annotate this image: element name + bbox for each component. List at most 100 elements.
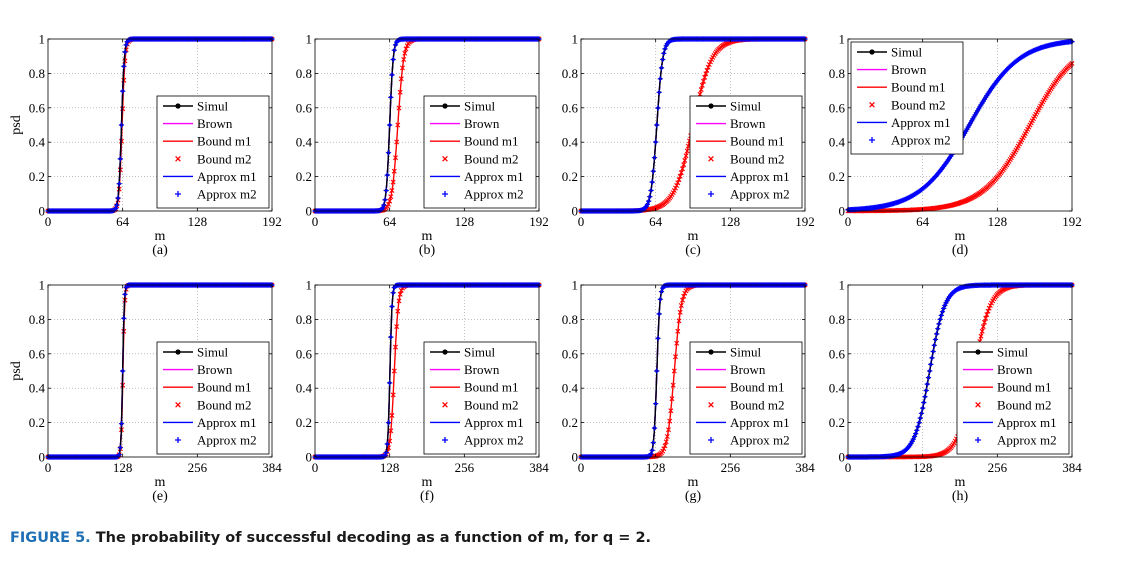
y-tick-label: 0 [39,450,46,465]
legend-label: Simul [730,99,761,114]
y-tick-label: 0.6 [829,100,846,115]
axes-frame [580,38,806,212]
data-point [698,87,704,93]
legend-label: Brown [464,362,500,377]
data-point [389,188,395,193]
x-tick-label: 0 [578,214,585,229]
legend-label: Bound m1 [730,134,785,149]
x-tick-label: 384 [529,460,549,475]
y-tick-label: 0.6 [29,346,46,361]
data-point [390,179,396,185]
data-point [381,202,387,208]
data-point [674,183,680,188]
data-point [384,172,390,178]
y-tick-label: 0.2 [829,169,845,184]
x-tick-label: 384 [795,460,815,475]
y-tick-label: 0.8 [829,66,845,81]
legend-marker [708,191,714,197]
x-tick-label: 192 [262,214,282,229]
legend-label: Approx m1 [464,415,524,430]
y-tick-label: 0.4 [29,381,46,396]
legend-label: Simul [464,99,495,114]
legend-label: Bound m1 [891,80,946,95]
y-tick-label: 0.6 [296,100,313,115]
data-point [655,105,661,111]
y-tick-label: 0.8 [29,66,45,81]
data-point [647,194,653,200]
data-point [120,88,126,94]
legend-marker [442,155,448,162]
data-point [651,155,658,161]
x-axis-label: m [422,229,433,244]
data-point [397,89,403,95]
data-point [650,168,656,174]
legend-marker [708,155,714,162]
y-tick-label: 0.2 [296,415,312,430]
x-tick-label: 256 [455,460,475,475]
panel-label: (e) [152,489,168,504]
y-tick-label: 0 [306,450,313,465]
x-tick-label: 256 [188,460,208,475]
y-tick-label: 0.2 [562,415,578,430]
y-tick-label: 0.2 [296,169,312,184]
legend-label: Approx m2 [464,433,524,448]
x-axis-label: m [688,229,699,244]
legend-label: Brown [464,116,500,131]
x-tick-label: 128 [721,214,741,229]
figure-panels: 0 64 128 19200.20.40.60.81m(a)psdSimulBrown… [9,32,1082,505]
legend-label: Approx m1 [464,169,524,184]
data-point [118,122,125,128]
y-tick-label: 0.4 [562,381,579,396]
legend-label: Brown [730,362,766,377]
legend-label: Approx m2 [891,133,951,148]
data-point [706,62,712,67]
x-tick-label: 128 [646,460,666,475]
y-tick-label: 0.4 [296,135,313,150]
x-tick-label: 64 [383,214,397,229]
data-point [401,57,407,62]
data-point [115,195,121,201]
x-tick-label: 128 [188,214,208,229]
y-tick-label: 0.6 [296,346,313,361]
y-tick-label: 0.2 [29,169,45,184]
legend-label: Bound m1 [464,380,519,395]
data-point [653,139,659,145]
y-tick-label: 0.8 [562,312,578,327]
data-point [114,202,120,208]
data-point [657,76,663,82]
legend-label: Approx m2 [197,187,257,202]
axes-frame [47,38,273,212]
y-tick-label: 1 [306,278,313,293]
y-tick-label: 0.4 [829,135,846,150]
legend-label: Bound m2 [464,397,519,412]
x-tick-label: 128 [380,460,400,475]
x-tick-label: 0 [845,214,852,229]
panel-label: (a) [152,243,168,258]
legend-label: Bound m2 [197,151,252,166]
legend-label: Approx m2 [730,187,790,202]
y-tick-label: 0.6 [29,100,46,115]
legend-label: Bound m2 [464,151,519,166]
y-axis-label: psd [9,361,24,380]
legend-label: Bound m2 [730,151,785,166]
data-point [678,170,684,176]
legend-box [423,95,537,209]
legend-label: Bound m1 [197,380,252,395]
data-point [403,46,409,52]
data-point [395,122,401,128]
data-point [681,162,687,168]
legend-label: Approx m1 [730,169,790,184]
y-tick-label: 0.8 [562,66,578,81]
y-tick-label: 0 [572,450,579,465]
data-point [677,173,683,179]
x-axis-label: m [688,475,699,490]
legend-label: Approx m2 [197,433,257,448]
legend-marker [442,349,448,355]
data-point [702,74,708,80]
data-point [648,187,654,194]
x-tick-label: 128 [455,214,475,229]
